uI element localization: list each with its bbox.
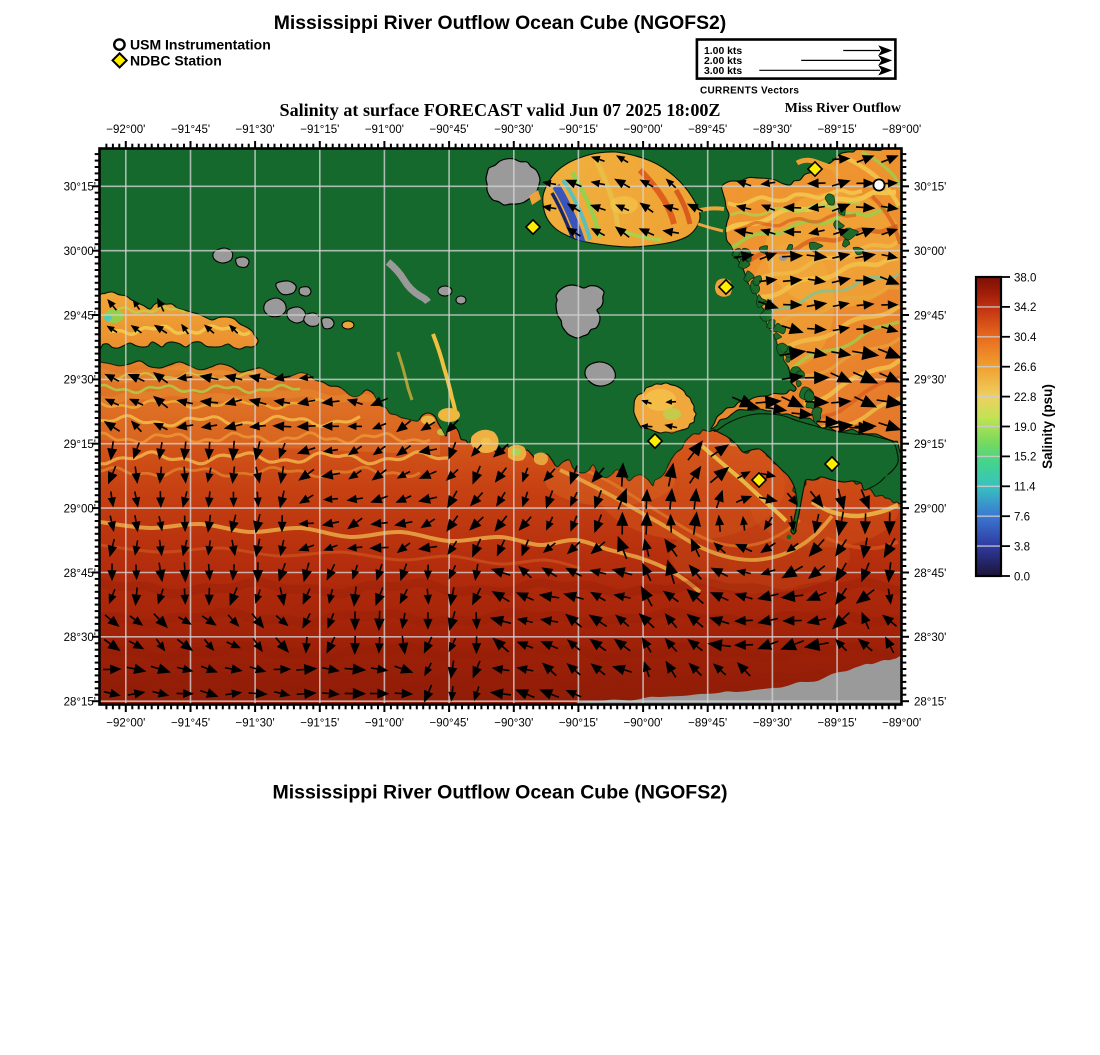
svg-text:−92°00': −92°00'	[106, 124, 145, 136]
svg-text:0.0: 0.0	[1014, 571, 1030, 583]
svg-text:15.2: 15.2	[1014, 452, 1036, 464]
svg-text:−91°15': −91°15'	[300, 124, 339, 136]
svg-text:−92°00': −92°00'	[106, 718, 145, 730]
svg-text:−89°15': −89°15'	[818, 124, 857, 136]
svg-text:−91°15': −91°15'	[300, 718, 339, 730]
svg-text:Miss River Outflow: Miss River Outflow	[785, 101, 901, 116]
svg-text:3.00 kts: 3.00 kts	[704, 66, 742, 77]
svg-text:−91°30': −91°30'	[236, 718, 275, 730]
svg-text:2.00 kts: 2.00 kts	[704, 56, 742, 67]
svg-text:−90°45': −90°45'	[430, 124, 469, 136]
svg-text:−89°30': −89°30'	[753, 124, 792, 136]
svg-text:−90°15': −90°15'	[559, 124, 598, 136]
svg-text:−89°15': −89°15'	[818, 718, 857, 730]
svg-text:−90°00': −90°00'	[624, 718, 663, 730]
svg-text:28°45': 28°45'	[914, 568, 946, 580]
svg-text:30°15': 30°15'	[64, 182, 96, 194]
svg-text:29°15': 29°15'	[914, 439, 946, 451]
svg-text:Salinity (psu): Salinity (psu)	[1040, 384, 1055, 469]
svg-text:30°00': 30°00'	[914, 246, 946, 258]
svg-text:3.8: 3.8	[1014, 541, 1030, 553]
svg-text:29°00': 29°00'	[64, 503, 96, 515]
svg-text:−90°15': −90°15'	[559, 718, 598, 730]
svg-text:30°00': 30°00'	[64, 246, 96, 258]
svg-text:−89°30': −89°30'	[753, 718, 792, 730]
svg-text:Mississippi River Outflow Ocea: Mississippi River Outflow Ocean Cube (NG…	[274, 12, 727, 34]
svg-text:11.4: 11.4	[1014, 482, 1036, 494]
svg-text:−91°00': −91°00'	[365, 718, 404, 730]
svg-text:−89°00': −89°00'	[882, 718, 921, 730]
svg-text:29°45': 29°45'	[64, 310, 96, 322]
svg-text:34.2: 34.2	[1014, 302, 1036, 314]
svg-text:−90°45': −90°45'	[430, 718, 469, 730]
svg-text:26.6: 26.6	[1014, 362, 1036, 374]
svg-text:28°15': 28°15'	[914, 697, 946, 709]
svg-text:NDBC Station: NDBC Station	[130, 52, 222, 68]
svg-text:−91°00': −91°00'	[365, 124, 404, 136]
svg-text:−91°45': −91°45'	[171, 124, 210, 136]
svg-text:22.8: 22.8	[1014, 392, 1036, 404]
svg-text:29°45': 29°45'	[914, 310, 946, 322]
svg-text:28°15': 28°15'	[64, 697, 96, 709]
svg-text:19.0: 19.0	[1014, 422, 1036, 434]
svg-text:USM Instrumentation: USM Instrumentation	[130, 36, 271, 52]
svg-text:29°30': 29°30'	[64, 375, 96, 387]
svg-text:−89°00': −89°00'	[882, 124, 921, 136]
svg-text:Mississippi River Outflow Ocea: Mississippi River Outflow Ocean Cube (NG…	[272, 782, 727, 804]
svg-text:CURRENTS Vectors: CURRENTS Vectors	[700, 86, 799, 97]
svg-text:28°30': 28°30'	[64, 632, 96, 644]
svg-text:28°30': 28°30'	[914, 632, 946, 644]
svg-text:−89°45': −89°45'	[688, 718, 727, 730]
svg-text:28°45': 28°45'	[64, 568, 96, 580]
svg-text:1.00 kts: 1.00 kts	[704, 46, 742, 57]
svg-text:−91°45': −91°45'	[171, 718, 210, 730]
svg-text:29°15': 29°15'	[64, 439, 96, 451]
svg-text:38.0: 38.0	[1014, 272, 1036, 284]
svg-text:−90°30': −90°30'	[494, 718, 533, 730]
svg-text:−90°00': −90°00'	[624, 124, 663, 136]
svg-text:−91°30': −91°30'	[236, 124, 275, 136]
svg-text:−89°45': −89°45'	[688, 124, 727, 136]
svg-text:29°00': 29°00'	[914, 503, 946, 515]
svg-text:30.4: 30.4	[1014, 332, 1037, 344]
svg-text:7.6: 7.6	[1014, 512, 1030, 524]
svg-text:Salinity at surface FORECAST v: Salinity at surface FORECAST valid Jun 0…	[280, 100, 721, 120]
svg-text:−90°30': −90°30'	[494, 124, 533, 136]
svg-text:30°15': 30°15'	[914, 182, 946, 194]
svg-text:29°30': 29°30'	[914, 375, 946, 387]
